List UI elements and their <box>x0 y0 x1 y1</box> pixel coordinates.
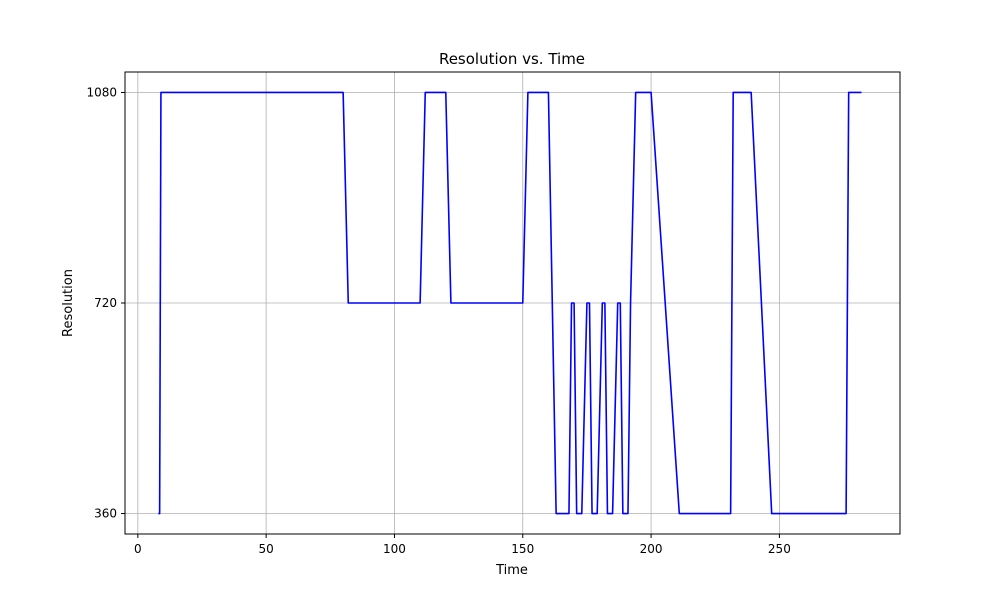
y-tick-label: 720 <box>94 296 117 310</box>
x-axis-label: Time <box>495 563 528 578</box>
y-tick-label: 1080 <box>86 85 117 99</box>
grid-lines <box>125 72 900 534</box>
x-tick-label: 50 <box>259 542 274 556</box>
x-tick-label: 0 <box>134 542 142 556</box>
series-line-0 <box>158 91 862 515</box>
y-tick-label: 360 <box>94 507 117 521</box>
y-axis-ticks: 360 720 1080 <box>86 85 125 521</box>
series-layer <box>158 91 862 515</box>
x-axis-ticks: 0 50 100 150 200 250 <box>134 534 791 556</box>
y-axis-label: Resolution <box>61 269 76 337</box>
chart-title: Resolution vs. Time <box>439 50 585 68</box>
x-tick-label: 200 <box>640 542 663 556</box>
x-tick-label: 250 <box>768 542 791 556</box>
x-tick-label: 100 <box>383 542 406 556</box>
x-tick-label: 150 <box>511 542 534 556</box>
